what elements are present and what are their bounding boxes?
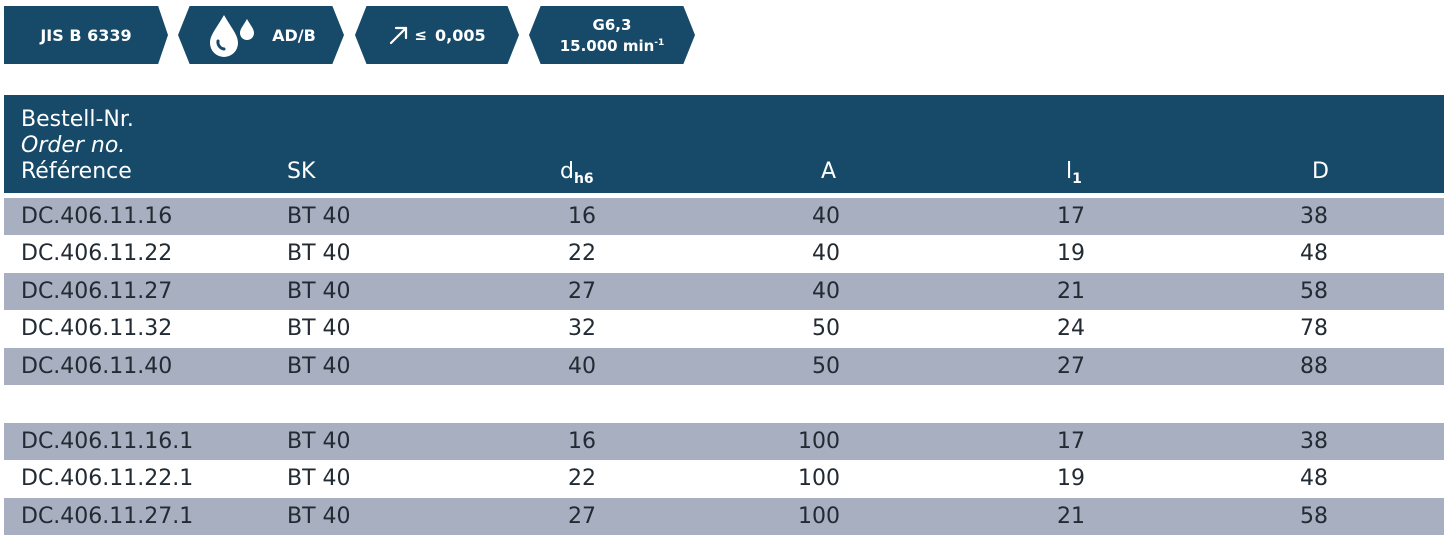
coolant-drops-icon xyxy=(210,15,255,57)
cell-sk: BT 40 xyxy=(287,204,351,229)
speed-exponent: -1 xyxy=(654,37,665,48)
cell-diameter: 48 xyxy=(1300,466,1328,491)
coolant-text: AD/B xyxy=(272,25,316,45)
cell-sk: BT 40 xyxy=(287,354,351,379)
cell-d: 27 xyxy=(568,504,596,529)
header-l-subscript: 1 xyxy=(1072,171,1082,187)
cell-a: 50 xyxy=(812,354,840,379)
runout-prefix: ≤ xyxy=(414,26,427,44)
cell-diameter: 58 xyxy=(1300,504,1328,529)
coolant-badge: AD/B xyxy=(178,6,344,64)
cell-d: 22 xyxy=(568,466,596,491)
cell-l1: 19 xyxy=(1057,466,1085,491)
cell-order-number: DC.406.11.22.1 xyxy=(21,466,194,491)
standard-badge: JIS B 6339 xyxy=(4,6,168,64)
header-ref-de: Bestell-Nr. xyxy=(21,107,134,132)
table-row: DC.406.11.22.1 BT 40 22 100 19 48 xyxy=(4,460,1444,497)
balance-grade: G6,3 xyxy=(592,15,632,34)
cell-a: 100 xyxy=(798,504,840,529)
cell-d: 16 xyxy=(568,204,596,229)
cell-order-number: DC.406.11.40 xyxy=(21,354,173,379)
cell-d: 16 xyxy=(568,429,596,454)
table-row: DC.406.11.27.1 BT 40 27 100 21 58 xyxy=(4,498,1444,535)
table-row: DC.406.11.22 BT 40 22 40 19 48 xyxy=(4,235,1444,272)
cell-order-number: DC.406.11.32 xyxy=(21,316,173,341)
header-sk: SK xyxy=(287,159,316,184)
cell-a: 50 xyxy=(812,316,840,341)
cell-l1: 17 xyxy=(1057,429,1085,454)
cell-diameter: 38 xyxy=(1300,204,1328,229)
cell-d: 32 xyxy=(568,316,596,341)
cell-order-number: DC.406.11.22 xyxy=(21,241,173,266)
cell-l1: 24 xyxy=(1057,316,1085,341)
cell-order-number: DC.406.11.27.1 xyxy=(21,504,194,529)
header-d: dh6 xyxy=(560,159,594,187)
header-l1: l1 xyxy=(1066,159,1082,187)
cell-l1: 27 xyxy=(1057,354,1085,379)
cell-order-number: DC.406.11.27 xyxy=(21,279,173,304)
cell-diameter: 58 xyxy=(1300,279,1328,304)
header-ref-en: Order no. xyxy=(21,133,126,158)
balance-badge: G6,3 15.000 min-1 xyxy=(529,6,695,64)
header-d-symbol: d xyxy=(560,159,574,184)
header-diameter: D xyxy=(1312,159,1329,184)
cell-diameter: 48 xyxy=(1300,241,1328,266)
cell-order-number: DC.406.11.16.1 xyxy=(21,429,194,454)
cell-diameter: 78 xyxy=(1300,316,1328,341)
header-l-symbol: l xyxy=(1066,159,1073,184)
cell-sk: BT 40 xyxy=(287,241,351,266)
cell-a: 40 xyxy=(812,204,840,229)
table-row: DC.406.11.27 BT 40 27 40 21 58 xyxy=(4,273,1444,310)
table-row: DC.406.11.16.1 BT 40 16 100 17 38 xyxy=(4,423,1444,460)
cell-d: 27 xyxy=(568,279,596,304)
cell-a: 100 xyxy=(798,429,840,454)
cell-a: 40 xyxy=(812,241,840,266)
cell-l1: 21 xyxy=(1057,279,1085,304)
cell-diameter: 88 xyxy=(1300,354,1328,379)
cell-d: 40 xyxy=(568,354,596,379)
header-order-number: Bestell-Nr. Order no. Référence xyxy=(21,107,134,185)
cell-sk: BT 40 xyxy=(287,316,351,341)
table-row: DC.406.11.40 BT 40 40 50 27 88 xyxy=(4,348,1444,385)
cell-a: 100 xyxy=(798,466,840,491)
table-header: Bestell-Nr. Order no. Référence SK dh6 A… xyxy=(4,95,1444,193)
cell-sk: BT 40 xyxy=(287,466,351,491)
cell-sk: BT 40 xyxy=(287,429,351,454)
header-a: A xyxy=(821,159,837,184)
cell-d: 22 xyxy=(568,241,596,266)
runout-value: 0,005 xyxy=(434,25,486,45)
standard-text: JIS B 6339 xyxy=(40,25,132,45)
cell-diameter: 38 xyxy=(1300,429,1328,454)
runout-arrow-icon xyxy=(390,26,408,45)
cell-l1: 17 xyxy=(1057,204,1085,229)
table-row: DC.406.11.32 BT 40 32 50 24 78 xyxy=(4,310,1444,347)
cell-sk: BT 40 xyxy=(287,279,351,304)
cell-order-number: DC.406.11.16 xyxy=(21,204,173,229)
cell-l1: 19 xyxy=(1057,241,1085,266)
header-d-subscript: h6 xyxy=(573,171,594,187)
cell-a: 40 xyxy=(812,279,840,304)
cell-sk: BT 40 xyxy=(287,504,351,529)
table-row: DC.406.11.16 BT 40 16 40 17 38 xyxy=(4,198,1444,235)
speed-value: 15.000 min xyxy=(559,36,655,55)
runout-badge: ≤ 0,005 xyxy=(355,6,519,64)
header-ref-fr: Référence xyxy=(21,159,132,184)
cell-l1: 21 xyxy=(1057,504,1085,529)
